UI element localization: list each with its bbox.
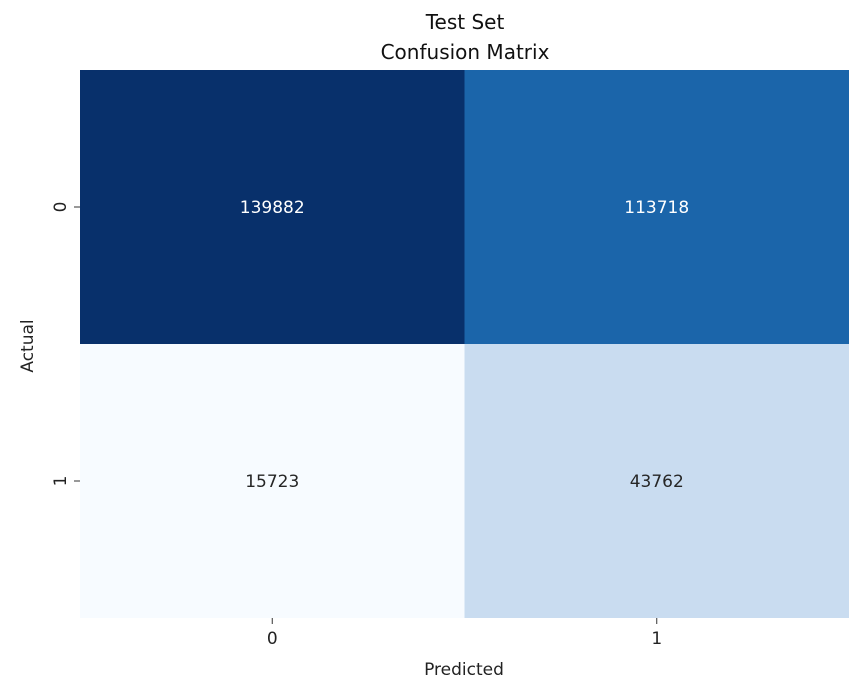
x-axis-label: Predicted	[424, 660, 504, 680]
cell-value-label-0-1: 113718	[624, 198, 689, 218]
heatmap-cell-0-1	[464, 70, 849, 344]
y-axis-ticks: 01	[51, 202, 80, 487]
heatmap-cells: 139882 113718 15723 43762	[80, 70, 849, 618]
y-axis-label: Actual	[18, 319, 38, 372]
y-tick-label: 1	[51, 476, 71, 487]
y-tick-label: 0	[51, 202, 71, 213]
chart-title: Test Set	[425, 10, 505, 34]
heatmap-cell-1-0	[80, 344, 465, 618]
chart-subtitle: Confusion Matrix	[381, 40, 550, 64]
heatmap-cell-1-1	[464, 344, 849, 618]
cell-value-label-0-0: 139882	[240, 198, 305, 218]
cell-value-label-1-0: 15723	[245, 472, 299, 492]
x-tick-label: 1	[651, 629, 662, 649]
heatmap-cell-0-0	[80, 70, 465, 344]
cell-value-label-1-1: 43762	[630, 472, 684, 492]
x-tick-label: 0	[267, 629, 278, 649]
